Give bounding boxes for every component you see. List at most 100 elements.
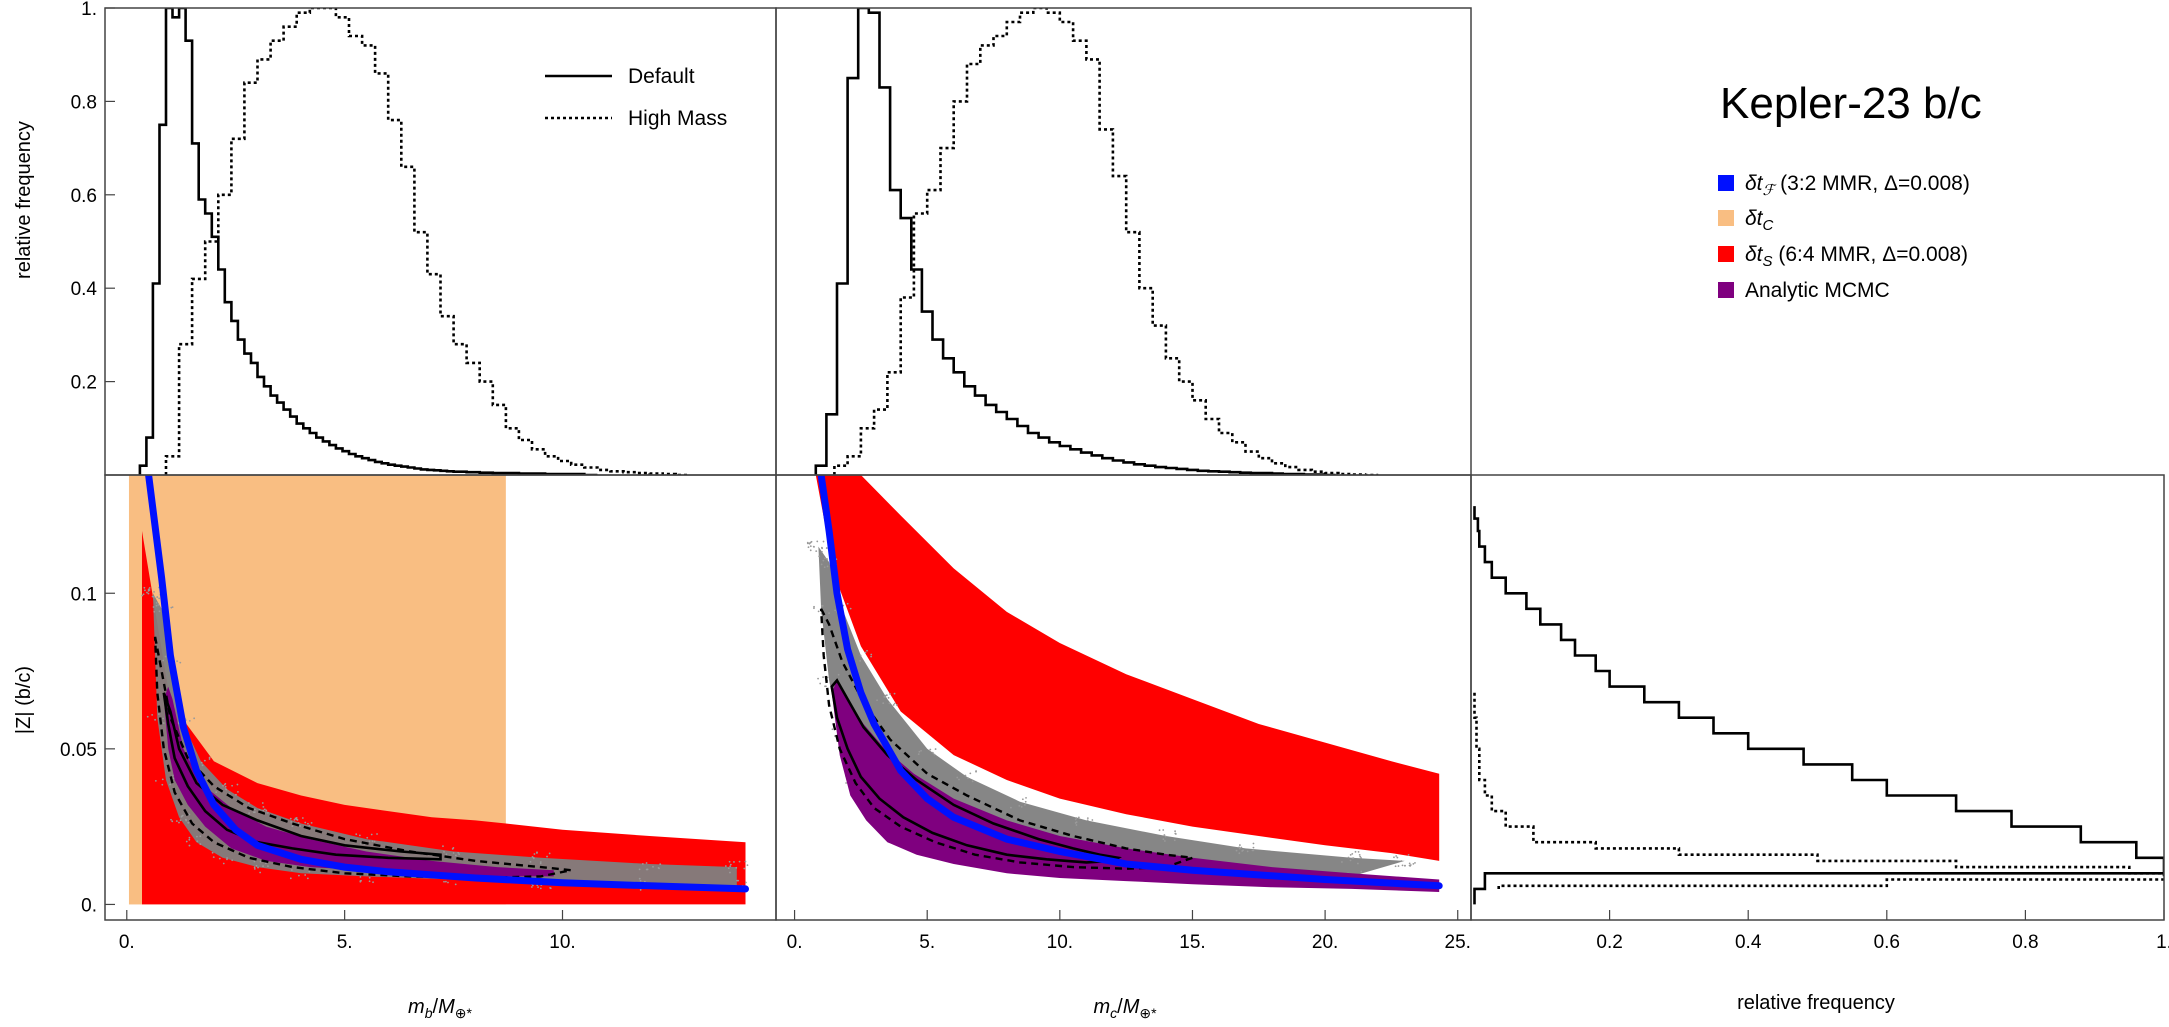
scatter-point	[175, 820, 178, 822]
scatter-point	[226, 857, 228, 859]
scatter-point	[228, 792, 231, 795]
scatter-point	[289, 877, 292, 880]
curve-blue	[145, 475, 749, 893]
scatter-point	[1162, 829, 1165, 831]
scatter-point	[162, 717, 165, 720]
scatter-point	[153, 610, 156, 613]
legend-high-mass-label: High Mass	[628, 107, 727, 130]
scatter-point	[958, 778, 960, 781]
scatter-point	[144, 589, 146, 592]
scatter-point	[296, 819, 299, 821]
scatter-point	[142, 593, 145, 596]
xtick-label: 0.4	[1735, 932, 1762, 953]
xlabel-mb: mb/M⊕*	[408, 996, 472, 1021]
scatter-point	[820, 563, 823, 566]
scatter-point	[1158, 829, 1161, 832]
scatter-point	[169, 783, 171, 786]
scatter-point	[452, 852, 455, 854]
scatter-point	[531, 855, 534, 858]
scatter-point	[376, 833, 378, 835]
scatter-point	[845, 782, 848, 784]
scatter-point	[1173, 839, 1176, 842]
scatter-point	[308, 870, 311, 873]
scatter-point	[1020, 805, 1023, 808]
scatter-point	[171, 820, 174, 823]
scatter-point	[372, 881, 374, 884]
xtick-label: 1.	[2156, 932, 2169, 953]
scatter-point	[179, 819, 182, 822]
hist-series-default	[814, 8, 1336, 475]
scatter-point	[172, 777, 175, 780]
scatter-point	[1347, 856, 1350, 859]
scatter-point	[638, 877, 641, 880]
scatter-point	[141, 594, 144, 597]
legend-item-flyby: δtℱ (3:2 MMR, Δ=0.008)	[1745, 172, 1970, 199]
scatter-point	[744, 860, 747, 863]
scatter-point	[181, 814, 184, 817]
scatter-point	[1414, 861, 1416, 864]
scatter-point	[148, 587, 151, 589]
panel-hist-z	[1473, 506, 2164, 905]
scatter-point	[1091, 819, 1094, 821]
scatter-point	[304, 874, 307, 876]
scatter-point	[1018, 804, 1021, 807]
scatter-point	[368, 876, 371, 879]
scatter-point	[735, 866, 738, 869]
scatter-point	[231, 859, 234, 862]
scatter-point	[917, 753, 920, 756]
scatter-point	[235, 793, 237, 796]
scatter-point	[291, 825, 294, 828]
scatter-point	[1360, 857, 1363, 859]
scatter-point	[1395, 855, 1398, 857]
scatter-point	[724, 865, 727, 867]
scatter-point	[1401, 864, 1404, 867]
scatter-point	[155, 601, 158, 604]
scatter-point	[143, 586, 146, 589]
hist-series-high-mass	[164, 8, 689, 475]
scatter-point	[729, 865, 732, 868]
scatter-point	[304, 821, 307, 824]
scatter-point	[294, 817, 297, 820]
scatter-point	[652, 865, 654, 868]
scatter-point	[659, 863, 662, 866]
scatter-point	[200, 761, 203, 764]
scatter-point	[253, 860, 256, 863]
scatter-point	[259, 860, 262, 863]
xtick-label: 0.8	[2012, 932, 2038, 953]
scatter-point	[445, 853, 448, 856]
scatter-point	[355, 833, 358, 836]
scatter-point	[745, 881, 747, 884]
scatter-point	[895, 704, 898, 706]
scatter-point	[247, 802, 250, 804]
scatter-point	[146, 715, 149, 718]
scatter-point	[199, 843, 202, 845]
scatter-point	[208, 756, 211, 759]
scatter-point	[215, 791, 218, 794]
scatter-point	[257, 866, 259, 869]
scatter-point	[1238, 852, 1241, 855]
scatter-point	[368, 840, 371, 843]
scatter-point	[1349, 853, 1352, 856]
scatter-point	[870, 655, 873, 658]
scatter-point	[237, 791, 239, 793]
scatter-point	[809, 541, 812, 544]
scatter-point	[297, 821, 300, 824]
scatter-point	[826, 558, 828, 560]
scatter-point	[298, 874, 300, 877]
scatter-point	[825, 547, 828, 549]
scatter-point	[188, 719, 191, 722]
scatter-point	[196, 840, 199, 843]
scatter-point	[248, 812, 251, 815]
scatter-point	[864, 651, 867, 654]
scatter-point	[546, 855, 548, 858]
bottom-left-ylabel: |Z| (b/c)	[13, 666, 35, 734]
scatter-point	[301, 817, 304, 819]
ytick-label-top-left: 0.4	[71, 279, 98, 300]
scatter-point	[870, 653, 873, 656]
scatter-point	[533, 853, 536, 855]
scatter-point	[261, 802, 264, 804]
scatter-point	[643, 880, 646, 883]
scatter-point	[1351, 852, 1354, 855]
scatter-point	[1174, 830, 1176, 833]
legend-swatch-blue	[1718, 175, 1734, 191]
